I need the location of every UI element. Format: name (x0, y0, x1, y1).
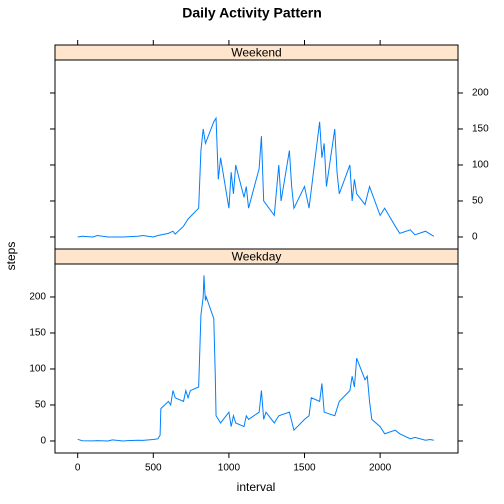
data-line (77, 275, 434, 442)
x-tick-label: 1500 (293, 463, 316, 474)
y-tick-label: 150 (472, 124, 489, 135)
y-tick-label: 150 (29, 328, 46, 339)
y-tick-label: 100 (29, 364, 46, 375)
x-tick-label: 1000 (218, 463, 241, 474)
strip-label: Weekend (231, 46, 281, 60)
y-tick-label: 100 (472, 160, 489, 171)
panel (54, 59, 459, 250)
panel (54, 263, 459, 454)
strip-label: Weekday (232, 250, 282, 264)
y-tick-label: 0 (40, 436, 46, 447)
y-tick-label: 200 (472, 88, 489, 99)
y-axis-label: steps (4, 242, 18, 271)
y-tick-label: 200 (29, 292, 46, 303)
y-tick-label: 50 (35, 400, 47, 411)
chart-title: Daily Activity Pattern (182, 5, 322, 21)
y-tick-label: 50 (472, 196, 484, 207)
x-tick-label: 0 (75, 463, 81, 474)
data-line (77, 116, 435, 238)
y-tick-label: 0 (472, 232, 478, 243)
x-tick-label: 500 (145, 463, 162, 474)
x-axis-label: interval (237, 480, 276, 494)
x-tick-label: 2000 (369, 463, 392, 474)
